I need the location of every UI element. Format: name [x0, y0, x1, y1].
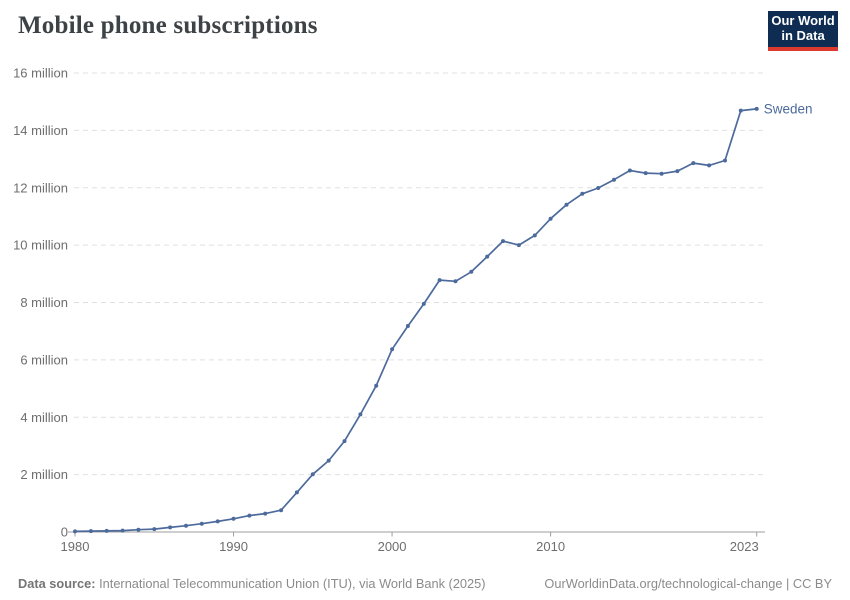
chart-footer: Data source: International Telecommunica… — [18, 576, 832, 591]
data-point-marker[interactable] — [215, 519, 220, 524]
data-point-marker[interactable] — [659, 171, 664, 176]
series-label-sweden[interactable]: Sweden — [764, 101, 813, 116]
data-point-marker[interactable] — [358, 412, 363, 417]
data-point-marker[interactable] — [707, 163, 712, 168]
y-tick-label: 4 million — [20, 410, 68, 425]
y-tick-label: 2 million — [20, 467, 68, 482]
data-point-marker[interactable] — [580, 191, 585, 196]
data-point-marker[interactable] — [627, 168, 632, 173]
chart-title: Mobile phone subscriptions — [18, 12, 318, 39]
data-point-marker[interactable] — [342, 439, 347, 444]
data-source-note: Data source: International Telecommunica… — [18, 576, 486, 591]
data-point-marker[interactable] — [152, 527, 157, 532]
y-tick-label: 14 million — [13, 123, 68, 138]
y-tick-label: 16 million — [13, 66, 68, 81]
data-point-marker[interactable] — [73, 529, 77, 534]
x-tick-label: 2010 — [536, 539, 565, 554]
x-axis — [68, 531, 765, 537]
data-point-marker[interactable] — [294, 490, 299, 495]
data-point-marker[interactable] — [643, 171, 648, 176]
y-gridlines — [74, 72, 765, 476]
data-source-label: Data source: — [18, 576, 96, 591]
data-point-marker[interactable] — [723, 158, 727, 163]
y-tick-label: 8 million — [20, 295, 68, 310]
data-point-marker[interactable] — [120, 528, 125, 533]
data-point-marker[interactable] — [453, 279, 458, 284]
data-point-marker[interactable] — [231, 516, 236, 521]
data-point-marker[interactable] — [596, 186, 601, 190]
data-point-marker[interactable] — [485, 254, 490, 259]
y-axis-labels: 0 2 million 4 million 6 million 8 million 10 … — [13, 66, 68, 540]
owid-logo[interactable]: Our World in Data — [768, 11, 838, 51]
data-point-markers[interactable] — [73, 106, 759, 534]
x-tick-label: 2023 — [730, 539, 759, 554]
data-point-marker[interactable] — [548, 216, 553, 221]
data-point-marker[interactable] — [88, 529, 93, 534]
data-point-marker[interactable] — [691, 161, 696, 166]
data-point-marker[interactable] — [104, 528, 109, 533]
data-point-marker[interactable] — [501, 239, 505, 244]
x-axis-labels: 1980 1990 2000 2010 2023 — [61, 539, 759, 554]
data-source-text: International Telecommunication Union (I… — [95, 576, 486, 591]
data-point-marker[interactable] — [374, 383, 379, 388]
x-tick-label: 2000 — [378, 539, 407, 554]
data-point-marker[interactable] — [168, 525, 173, 530]
data-point-marker[interactable] — [612, 177, 616, 182]
owid-logo-line1: Our World — [771, 13, 835, 29]
data-point-marker[interactable] — [516, 243, 521, 248]
data-point-marker[interactable] — [326, 458, 331, 463]
owid-logo-line2: in Data — [781, 28, 825, 43]
data-point-marker[interactable] — [136, 527, 141, 532]
x-tick-label: 1990 — [219, 539, 248, 554]
data-point-marker[interactable] — [279, 508, 284, 513]
data-point-marker[interactable] — [199, 521, 204, 526]
y-tick-label: 10 million — [13, 238, 68, 253]
data-point-marker[interactable] — [405, 324, 410, 328]
data-point-marker[interactable] — [738, 108, 743, 113]
data-point-marker[interactable] — [247, 513, 252, 518]
x-tick-label: 1980 — [61, 539, 90, 554]
footer-link[interactable]: OurWorldinData.org/technological-change … — [544, 576, 832, 591]
y-tick-label: 6 million — [20, 352, 68, 367]
data-point-marker[interactable] — [675, 169, 680, 174]
data-point-marker[interactable] — [310, 472, 315, 477]
y-tick-label: 0 — [61, 525, 68, 540]
data-point-marker[interactable] — [437, 278, 442, 283]
series-line-sweden[interactable] — [74, 108, 758, 533]
data-point-marker[interactable] — [263, 511, 268, 516]
data-point-marker[interactable] — [564, 202, 569, 207]
data-point-marker[interactable] — [184, 523, 188, 528]
data-point-marker[interactable] — [754, 106, 759, 111]
data-point-marker[interactable] — [532, 233, 537, 238]
data-point-marker[interactable] — [469, 269, 474, 274]
data-point-marker[interactable] — [421, 301, 426, 306]
data-point-marker[interactable] — [390, 347, 395, 352]
y-tick-label: 12 million — [13, 180, 68, 195]
